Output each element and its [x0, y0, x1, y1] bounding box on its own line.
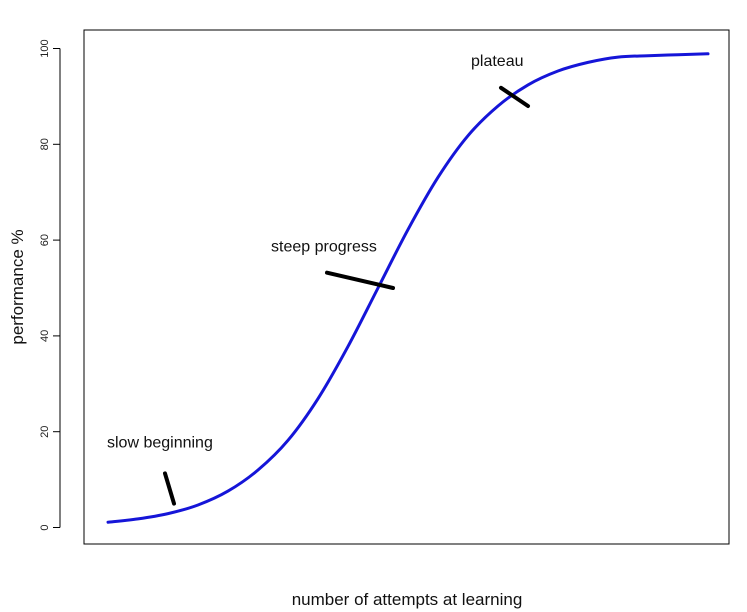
plot-area-frame: [83, 29, 730, 545]
y-tick-label: 0: [39, 524, 51, 530]
y-axis-ticks: 0 20 40 60 80 100: [39, 39, 60, 531]
y-tick-label: 20: [39, 426, 51, 438]
annotation-label: slow beginning: [107, 434, 213, 451]
learning-curve-line: [106, 52, 710, 524]
y-tick-label: 100: [39, 39, 51, 57]
y-tick-label: 40: [39, 330, 51, 342]
annotation-pointer: [325, 270, 395, 290]
annotations: slow beginning steep progress plateau: [107, 53, 530, 506]
annotation-label: steep progress: [271, 239, 377, 256]
y-axis-label: performance %: [8, 229, 27, 344]
y-tick-label: 80: [39, 138, 51, 150]
annotation-pointer: [163, 471, 176, 506]
x-axis-label: number of attempts at learning: [292, 590, 523, 609]
annotation-label: plateau: [471, 53, 524, 70]
annotation-pointer: [499, 85, 530, 108]
y-tick-label: 60: [39, 234, 51, 246]
